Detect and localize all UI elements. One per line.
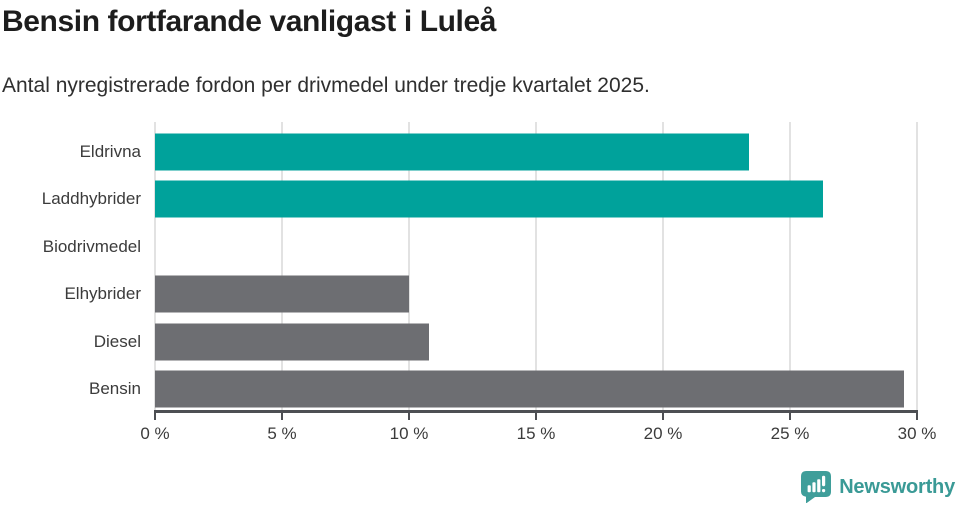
category-label: Bensin	[89, 379, 141, 399]
bar-track	[155, 176, 917, 224]
category-label: Biodrivmedel	[42, 236, 141, 256]
gridline	[916, 122, 918, 412]
bar-track	[155, 128, 917, 176]
x-tick-label: 20 %	[643, 424, 683, 443]
chart-title: Bensin fortfarande vanligast i Luleå	[2, 5, 497, 38]
bar-track	[155, 366, 917, 414]
brand-name: Newsworthy	[839, 475, 955, 498]
gridline	[408, 122, 410, 412]
x-tick-label: 30 %	[897, 424, 937, 443]
bar-track	[155, 271, 917, 319]
chart-row: Laddhybrider	[0, 176, 917, 224]
x-tick-mark	[281, 413, 283, 420]
x-tick-label: 25 %	[770, 424, 810, 443]
x-tick-label: 0 %	[140, 424, 170, 443]
gridline	[154, 122, 156, 412]
x-axis-ticks	[154, 413, 918, 420]
chart-row: Bensin	[0, 366, 917, 414]
chart-row: Diesel	[0, 318, 917, 366]
x-tick-mark	[154, 413, 156, 420]
gridline	[662, 122, 664, 412]
category-label: Laddhybrider	[41, 189, 141, 209]
chart-rows: Eldrivna Laddhybrider Biodrivmedel Elhybrid…	[0, 128, 917, 413]
category-label: Eldrivna	[79, 141, 141, 161]
chart-row: Elhybrider	[0, 271, 917, 319]
x-tick-mark	[662, 413, 664, 420]
gridline	[535, 122, 537, 412]
bar-track	[155, 223, 917, 271]
gridlines	[154, 122, 918, 412]
x-tick-mark	[408, 413, 410, 420]
x-tick-label: 15 %	[516, 424, 556, 443]
gridline	[789, 122, 791, 412]
newsworthy-logo-icon	[801, 471, 832, 503]
gridline	[281, 122, 283, 412]
x-tick-mark	[789, 413, 791, 420]
chart-subtitle: Antal nyregistrerade fordon per drivmede…	[2, 74, 650, 97]
chart-row: Eldrivna	[0, 128, 917, 176]
bar-elhybrider	[155, 275, 409, 313]
category-label: Elhybrider	[64, 284, 141, 304]
bar-laddhybrider	[155, 180, 824, 218]
bar-diesel	[155, 323, 430, 361]
bar-bensin	[155, 370, 905, 408]
category-label: Diesel	[93, 331, 141, 351]
x-tick-mark	[535, 413, 537, 420]
x-axis-tick-labels: 0 % 5 % 10 % 15 % 20 % 25 % 30 %	[140, 423, 936, 447]
x-axis-line	[154, 410, 918, 413]
x-tick-mark	[916, 413, 918, 420]
chart-row: Biodrivmedel	[0, 223, 917, 271]
bar-eldrivna	[155, 133, 750, 171]
bar-track	[155, 318, 917, 366]
x-tick-label: 5 %	[267, 424, 297, 443]
brand-footer: Newsworthy	[801, 471, 955, 503]
x-tick-label: 10 %	[389, 424, 429, 443]
